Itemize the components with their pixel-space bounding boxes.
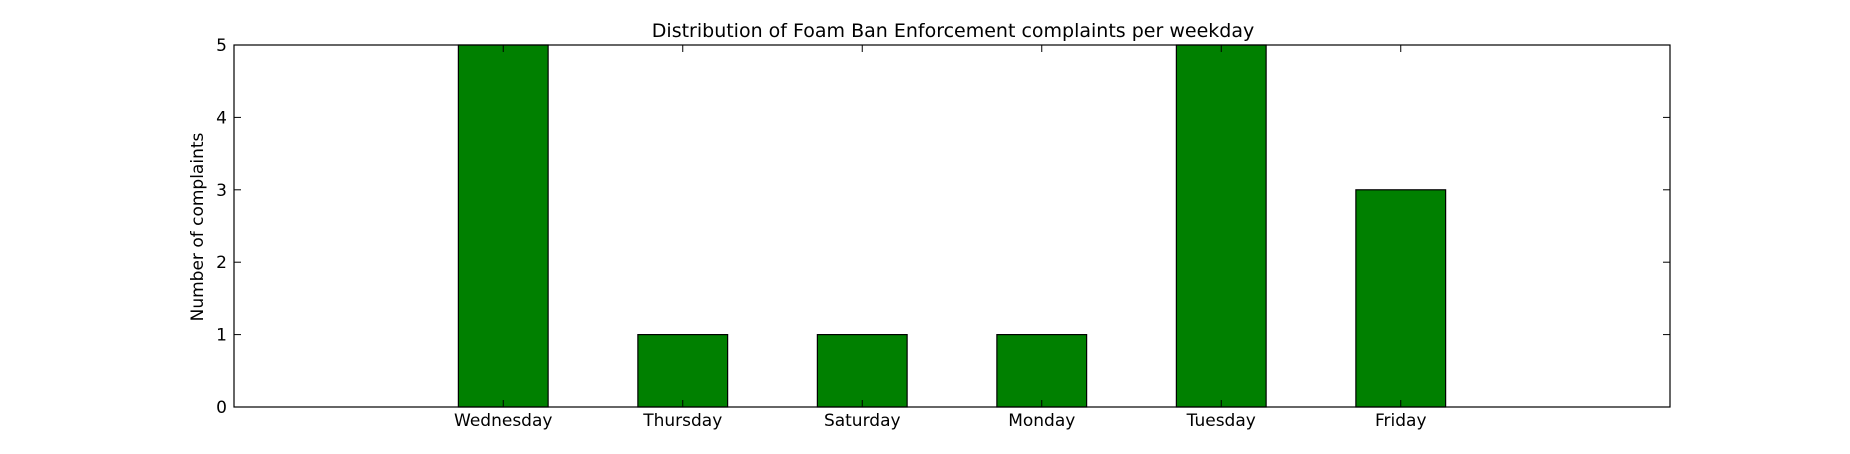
y-tick-label: 1 (216, 326, 227, 346)
x-tick-label: Thursday (642, 411, 722, 431)
y-tick-label: 2 (216, 253, 227, 273)
y-tick-label: 0 (216, 398, 227, 418)
bar-monday (996, 334, 1088, 408)
x-tick-label: Friday (1375, 411, 1427, 431)
x-tick-label: Saturday (824, 411, 901, 431)
y-tick-label: 5 (216, 36, 227, 56)
bar-friday (1355, 189, 1447, 408)
x-tick-label: Monday (1008, 411, 1075, 431)
bar-tuesday (1175, 44, 1267, 408)
x-tick-label: Wednesday (454, 411, 552, 431)
bar-wednesday (457, 44, 549, 408)
plot-area-frame (233, 44, 1671, 408)
y-axis-label: Number of complaints (188, 132, 208, 321)
chart-title: Distribution of Foam Ban Enforcement com… (652, 20, 1254, 42)
ticks-group: Wednesday Thursday Saturday Monday Tuesday Fr… (216, 36, 1670, 431)
bar-thursday (637, 334, 729, 408)
bar-saturday (816, 334, 908, 408)
x-tick-label: Tuesday (1186, 411, 1256, 431)
bars-group (457, 44, 1447, 408)
y-tick-label: 3 (216, 181, 227, 201)
y-tick-label: 4 (216, 108, 227, 128)
